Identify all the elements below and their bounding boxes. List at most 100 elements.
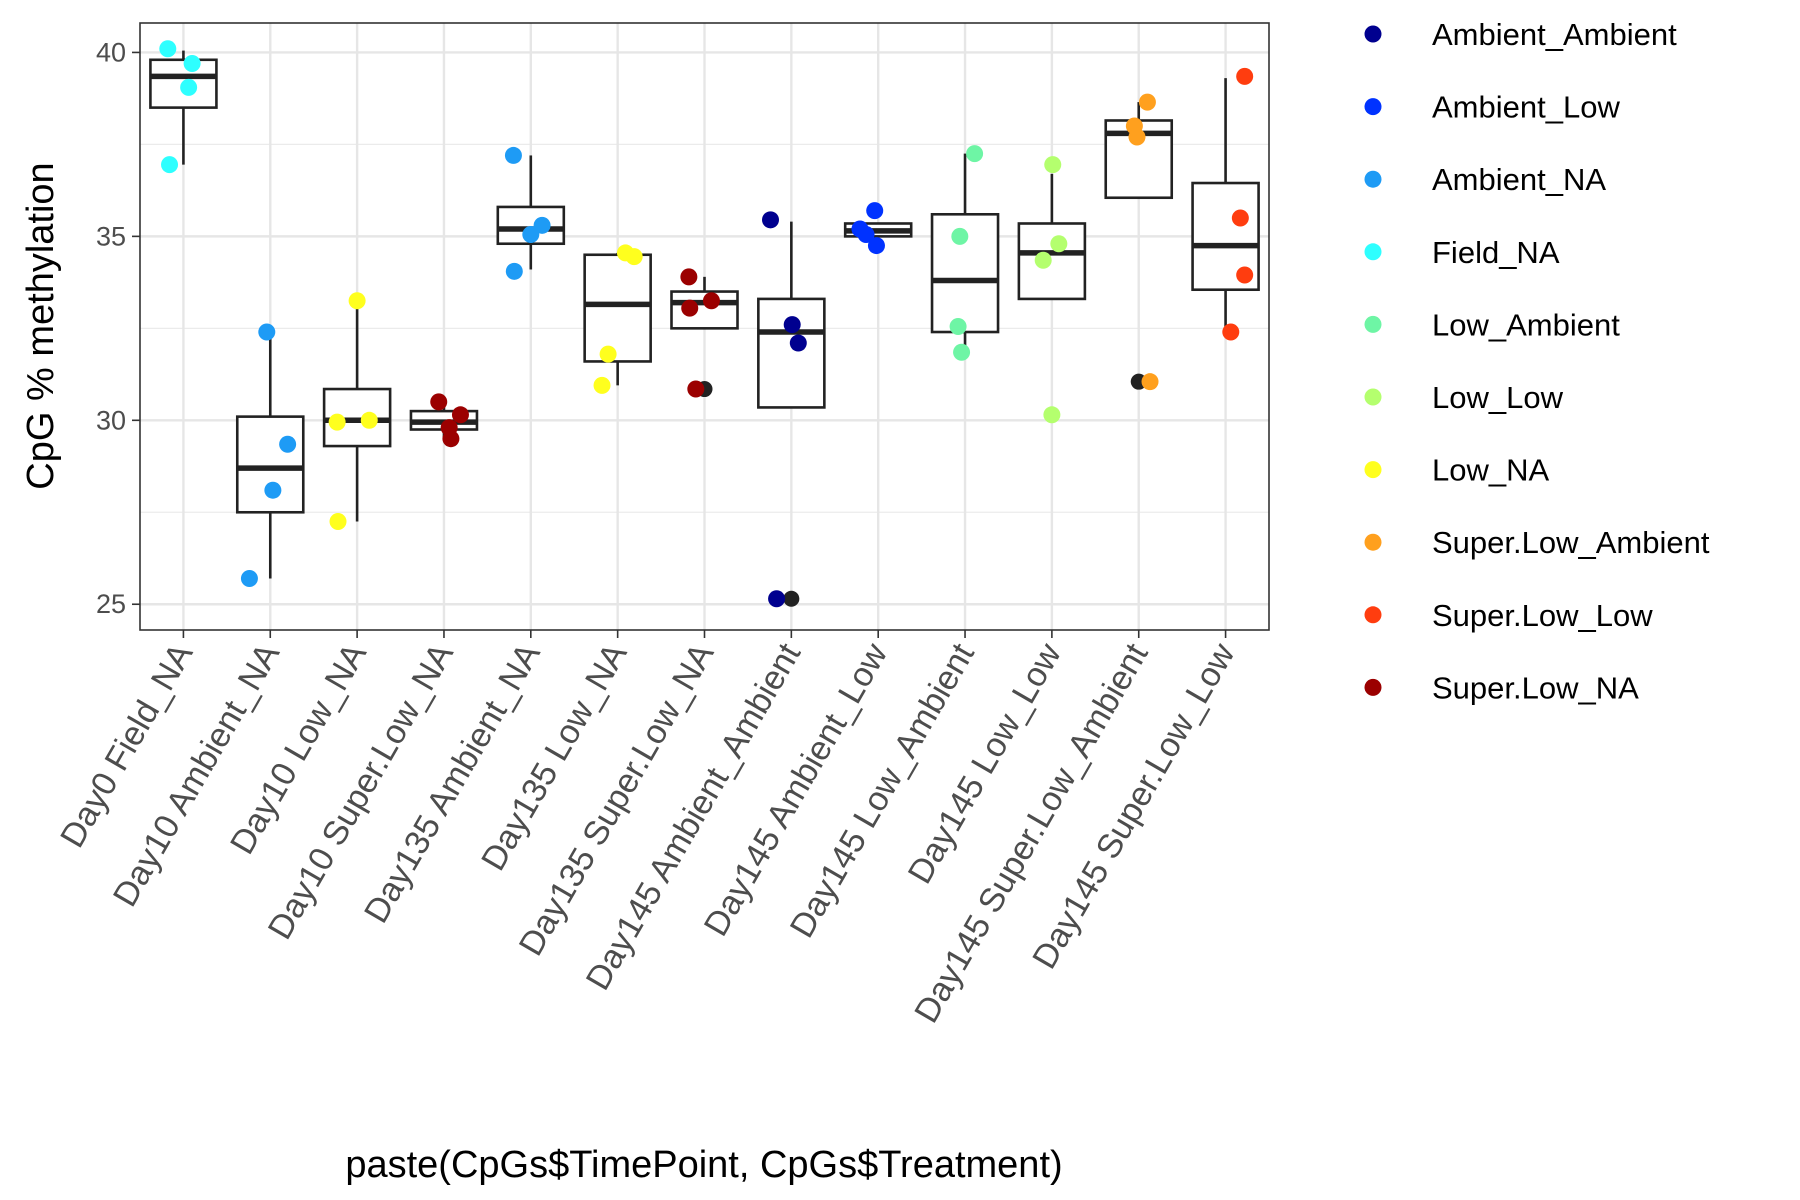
point-Low_NA xyxy=(348,292,366,310)
point-Super.Low_NA xyxy=(687,380,705,398)
point-Low_NA xyxy=(328,413,346,431)
legend-key xyxy=(1364,533,1382,551)
box-rect xyxy=(235,415,305,514)
point-Low_Low xyxy=(1034,251,1052,269)
outlier-point xyxy=(783,590,800,607)
box-13 xyxy=(1191,78,1260,333)
point-Super.Low_Low xyxy=(1222,323,1240,341)
point-Super.Low_Ambient xyxy=(1141,373,1159,391)
point-Ambient_NA xyxy=(504,146,522,164)
box-rect xyxy=(583,253,652,363)
point-Ambient_Ambient xyxy=(768,590,786,608)
box-11 xyxy=(1017,173,1087,423)
legend-key xyxy=(1364,25,1382,43)
point-Low_Low xyxy=(1050,235,1068,253)
point-Ambient_NA xyxy=(533,216,551,234)
point-Super.Low_Ambient xyxy=(1138,93,1156,111)
y-tick-label: 35 xyxy=(96,221,126,251)
point-Ambient_Ambient xyxy=(789,334,807,352)
legend-label: Low_Ambient xyxy=(1432,307,1620,342)
point-Super.Low_NA xyxy=(451,406,469,424)
box-2 xyxy=(235,332,305,579)
box-rect xyxy=(1191,181,1260,292)
point-Field_NA xyxy=(159,40,177,58)
point-Low_NA xyxy=(329,512,347,530)
point-Low_NA xyxy=(625,248,643,266)
point-Low_Ambient xyxy=(949,318,967,335)
boxes xyxy=(149,50,1260,607)
legend-key xyxy=(1364,388,1382,406)
point-Super.Low_NA xyxy=(702,292,720,310)
legend-item: Ambient_Low xyxy=(1364,90,1620,125)
point-Super.Low_NA xyxy=(680,268,698,286)
point-Low_Low xyxy=(1044,156,1062,174)
point-Low_NA xyxy=(593,376,611,394)
point-Ambient_NA xyxy=(279,435,297,453)
data-points xyxy=(159,40,1254,608)
y-tick-label: 30 xyxy=(96,405,126,435)
point-Ambient_NA xyxy=(240,569,258,587)
legend-key xyxy=(1364,315,1382,333)
point-Super.Low_Low xyxy=(1236,67,1254,85)
legend-item: Super.Low_NA xyxy=(1364,670,1639,705)
legend-label: Field_NA xyxy=(1432,235,1560,270)
legend-item: Ambient_Ambient xyxy=(1364,17,1677,52)
y-tick-label: 25 xyxy=(96,589,126,619)
point-Super.Low_NA xyxy=(430,393,448,411)
x-tick-label: Day145 Low_Low xyxy=(901,637,1069,890)
point-Ambient_Low xyxy=(867,237,885,255)
point-Low_NA xyxy=(360,411,378,429)
point-Low_Low xyxy=(1043,406,1061,424)
point-Super.Low_NA xyxy=(681,299,699,317)
point-Low_Ambient xyxy=(951,227,969,245)
y-axis: 25 30 35 40 xyxy=(96,37,140,619)
legend-item: Ambient_NA xyxy=(1364,162,1606,197)
point-Field_NA xyxy=(183,54,201,72)
legend-key xyxy=(1364,170,1382,188)
point-Super.Low_NA xyxy=(442,430,460,448)
point-Field_NA xyxy=(161,156,179,174)
legend-item: Field_NA xyxy=(1364,235,1560,270)
legend-key xyxy=(1364,606,1382,624)
y-tick-label: 40 xyxy=(96,37,126,67)
legend-key xyxy=(1364,98,1382,116)
legend: Ambient_Ambient Ambient_Low Ambient_NA Fiel… xyxy=(1364,17,1710,705)
legend-item: Low_Ambient xyxy=(1364,307,1620,342)
legend-item: Super.Low_Low xyxy=(1364,598,1653,633)
legend-key xyxy=(1364,678,1382,696)
legend-label: Super.Low_Low xyxy=(1432,598,1653,633)
legend-item: Super.Low_Ambient xyxy=(1364,525,1710,560)
legend-key xyxy=(1364,243,1382,261)
point-Ambient_NA xyxy=(505,262,523,280)
legend-label: Ambient_Low xyxy=(1432,90,1620,125)
point-Super.Low_Low xyxy=(1236,266,1254,284)
point-Ambient_Low xyxy=(857,226,875,244)
legend-label: Ambient_Ambient xyxy=(1432,17,1677,52)
legend-key xyxy=(1364,461,1382,479)
point-Ambient_Low xyxy=(866,202,884,220)
legend-label: Super.Low_Ambient xyxy=(1432,525,1710,560)
point-Low_Ambient xyxy=(953,343,971,361)
point-Super.Low_Ambient xyxy=(1128,128,1146,146)
point-Ambient_NA xyxy=(522,226,540,244)
legend-label: Low_NA xyxy=(1432,453,1549,488)
point-Super.Low_Low xyxy=(1231,209,1249,227)
point-Ambient_NA xyxy=(258,323,276,341)
point-Ambient_NA xyxy=(264,481,282,499)
point-Field_NA xyxy=(180,78,198,96)
x-axis-title: paste(CpGs$TimePoint, CpGs$Treatment) xyxy=(345,1144,1062,1186)
legend-label: Super.Low_NA xyxy=(1432,670,1639,705)
box-rect xyxy=(1017,222,1087,301)
point-Ambient_Ambient xyxy=(762,211,780,229)
point-Low_Ambient xyxy=(966,145,984,163)
legend-item: Low_Low xyxy=(1364,380,1564,415)
box-rect xyxy=(757,297,826,409)
x-tick-label: Day10 Ambient_NA xyxy=(106,637,287,913)
legend-label: Low_Low xyxy=(1432,380,1564,415)
point-Ambient_Ambient xyxy=(783,316,801,334)
point-Low_NA xyxy=(599,345,617,363)
legend-label: Ambient_NA xyxy=(1432,162,1606,197)
legend-item: Low_NA xyxy=(1364,453,1549,488)
